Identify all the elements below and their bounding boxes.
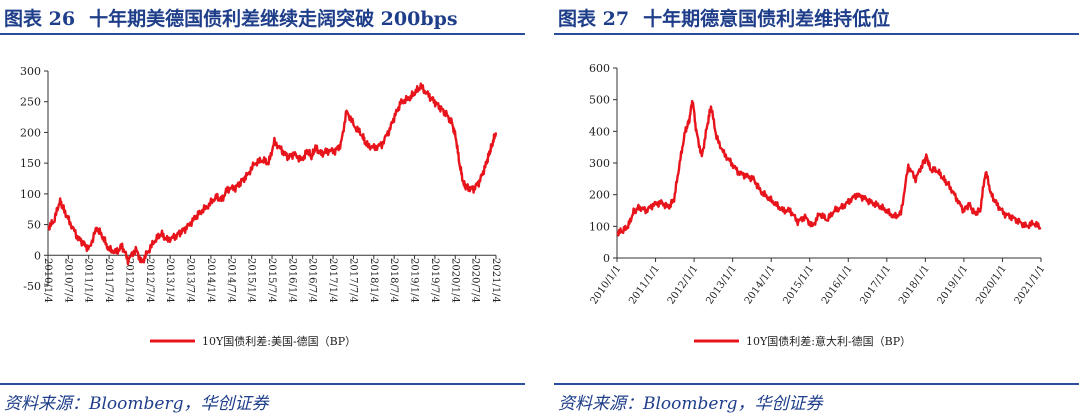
y-tick-label-left-3: 100	[20, 188, 41, 201]
legend-label-right: 10Y国债利差:意大利-德国（BP）	[746, 334, 911, 348]
y-tick-label-left-2: 50	[27, 219, 41, 232]
x-tick-label-left-2: 2011/1/4	[83, 258, 94, 303]
x-tick-label-left-3: 2011/7/4	[103, 258, 114, 303]
x-tick-label-right-11: 2021/1/1	[1013, 263, 1048, 306]
x-tick-label-left-20: 2020/1/4	[449, 258, 460, 303]
x-tick-label-left-9: 2014/7/4	[225, 258, 236, 303]
title-rule-left	[0, 33, 525, 35]
line-chart-right: 0 100 200 300 400 500 600 2010/1/1 2011/1/1 2012/…	[589, 62, 1048, 348]
figure-label-right: 图表 27	[558, 8, 630, 30]
x-tick-label-right-9: 2019/1/1	[936, 263, 971, 306]
y-tick-label-left-5: 200	[20, 126, 41, 139]
title-rule-right	[554, 33, 1079, 35]
y-tick-label-right-3: 300	[589, 157, 610, 170]
source-rule-right	[554, 383, 1079, 385]
x-tick-label-left-11: 2015/7/4	[266, 258, 277, 303]
source-rule-left	[0, 383, 525, 385]
y-tick-label-left-6: 250	[20, 96, 41, 109]
x-tick-label-left-15: 2017/7/4	[347, 258, 358, 303]
chart-panel-left: 图表 26 十年期美德国债利差继续走阔突破 200bps -50 0 50 100 150…	[0, 0, 525, 414]
x-tick-label-left-5: 2012/7/4	[144, 258, 155, 303]
y-tick-label-right-5: 500	[589, 94, 610, 107]
source-note-right: 资料来源：Bloomberg，华创证券	[558, 394, 823, 414]
x-tick-label-right-10: 2020/1/1	[974, 263, 1009, 306]
legend-label-left: 10Y国债利差:美国-德国（BP）	[202, 334, 356, 348]
y-tick-label-left-4: 150	[20, 157, 41, 170]
x-tick-label-left-12: 2016/1/4	[286, 258, 297, 303]
x-tick-label-right-1: 2011/1/1	[627, 263, 662, 306]
y-tick-label-right-4: 400	[589, 125, 610, 138]
x-tick-label-left-1: 2010/7/4	[62, 258, 73, 303]
y-tick-label-right-1: 100	[589, 220, 610, 233]
x-tick-label-left-8: 2014/1/4	[205, 258, 216, 303]
x-tick-label-right-6: 2016/1/1	[820, 263, 855, 306]
figure-title-left: 十年期美德国债利差继续走阔突破 200bps	[89, 8, 458, 30]
x-tick-label-left-0: 2010/1/4	[42, 258, 53, 303]
chart-panel-right: 图表 27 十年期德意国债利差维持低位 0 100 200 300 400 500 600 20…	[554, 0, 1079, 414]
series-line-right	[616, 99, 1042, 237]
x-tick-label-right-5: 2015/1/1	[781, 263, 816, 306]
x-tick-label-left-14: 2017/1/4	[327, 258, 338, 303]
x-tick-label-left-16: 2018/1/4	[368, 258, 379, 303]
y-tick-label-right-6: 600	[589, 62, 610, 75]
x-tick-label-left-13: 2016/7/4	[307, 258, 318, 303]
y-tick-label-right-0: 0	[603, 252, 610, 265]
x-tick-label-left-4: 2012/1/4	[123, 258, 134, 303]
figure-label-left: 图表 26	[4, 8, 76, 30]
y-tick-label-left-7: 300	[20, 65, 41, 78]
figure-title-right: 十年期德意国债利差维持低位	[643, 8, 891, 30]
x-tick-label-right-0: 2010/1/1	[589, 263, 624, 306]
x-tick-label-left-17: 2018/7/4	[388, 258, 399, 303]
x-tick-label-right-7: 2017/1/1	[858, 263, 893, 306]
series-line-left	[47, 82, 498, 266]
y-tick-label-left-1: 0	[34, 249, 41, 262]
line-chart-left: -50 0 50 100 150 200 250 300 2010/1/4 2010/7/4 201…	[20, 65, 501, 348]
chart-title-right: 图表 27 十年期德意国债利差维持低位	[558, 4, 890, 31]
x-tick-label-right-2: 2012/1/1	[666, 263, 701, 306]
x-tick-label-left-21: 2020/7/4	[470, 258, 481, 303]
x-tick-label-right-3: 2013/1/1	[704, 263, 739, 306]
chart-title-left: 图表 26 十年期美德国债利差继续走阔突破 200bps	[4, 4, 458, 31]
x-tick-label-left-7: 2013/7/4	[185, 258, 196, 303]
y-tick-label-right-2: 200	[589, 189, 610, 202]
y-tick-label-left-0: -50	[23, 280, 41, 293]
x-tick-label-left-18: 2019/1/4	[409, 258, 420, 303]
x-tick-label-left-19: 2019/7/4	[429, 258, 440, 303]
x-tick-label-right-8: 2018/1/1	[897, 263, 932, 306]
x-tick-label-right-4: 2014/1/1	[743, 263, 778, 306]
x-tick-label-left-10: 2015/1/4	[246, 258, 257, 303]
x-tick-label-left-6: 2013/1/4	[164, 258, 175, 303]
x-tick-label-left-22: 2021/1/4	[490, 258, 501, 303]
source-note-left: 资料来源：Bloomberg，华创证券	[4, 394, 269, 414]
